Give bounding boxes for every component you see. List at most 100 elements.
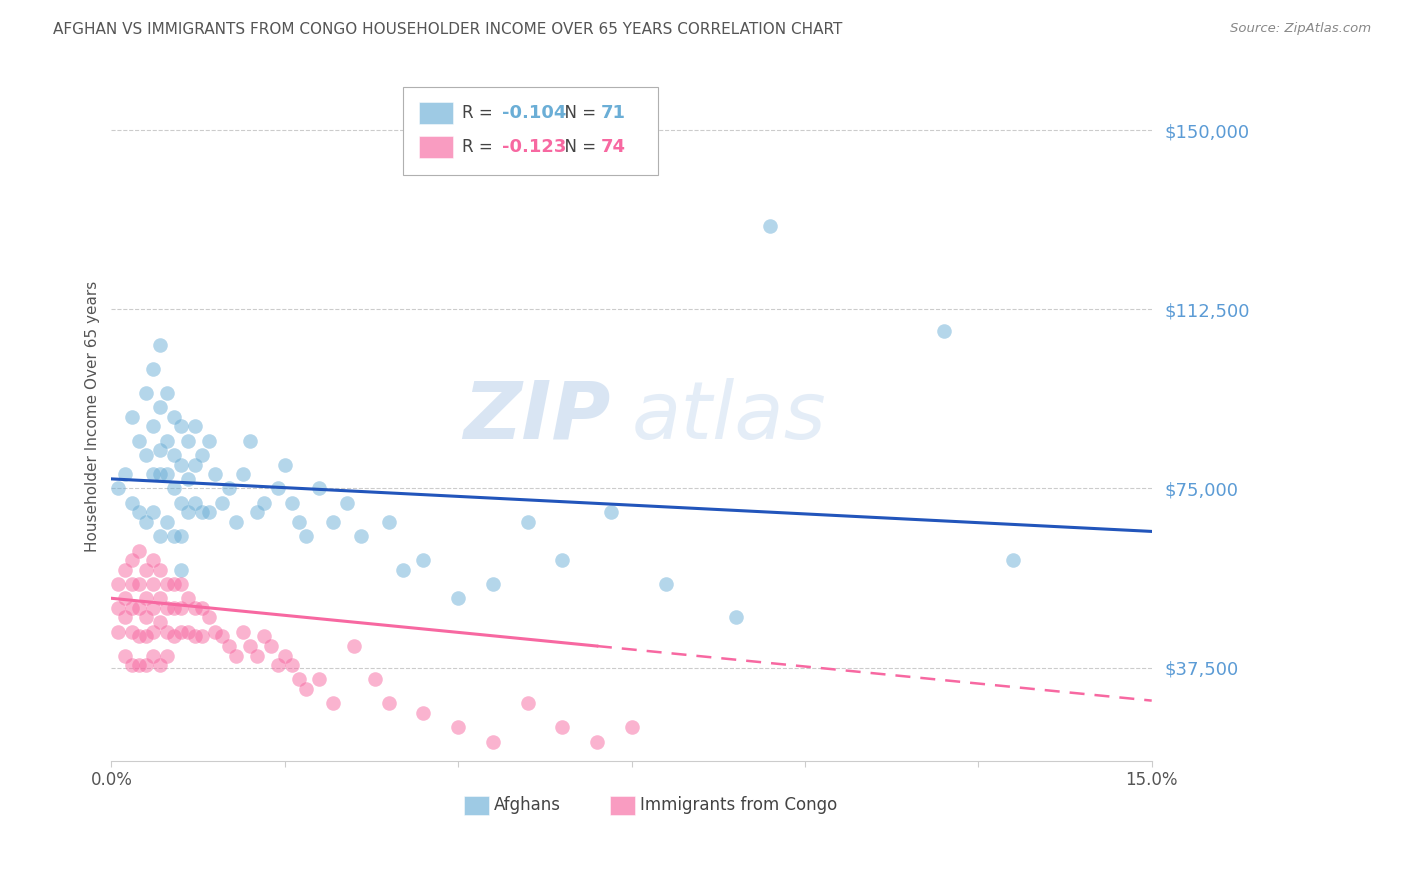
- Point: [516, 696, 538, 710]
- Point: [364, 673, 387, 687]
- Text: AFGHAN VS IMMIGRANTS FROM CONGO HOUSEHOLDER INCOME OVER 65 YEARS CORRELATION CHA: AFGHAN VS IMMIGRANTS FROM CONGO HOUSEHOL…: [53, 22, 842, 37]
- Point: [447, 591, 470, 606]
- FancyBboxPatch shape: [419, 102, 453, 124]
- Point: [246, 505, 269, 519]
- Point: [156, 600, 179, 615]
- Point: [412, 553, 434, 567]
- Point: [142, 467, 165, 482]
- Point: [724, 610, 747, 624]
- Point: [586, 734, 609, 748]
- Point: [239, 639, 262, 653]
- Point: [322, 696, 344, 710]
- Point: [183, 600, 205, 615]
- Point: [163, 529, 186, 543]
- Point: [163, 630, 186, 644]
- Point: [128, 577, 150, 591]
- Point: [135, 630, 157, 644]
- Point: [170, 624, 193, 639]
- Point: [246, 648, 269, 663]
- Point: [391, 563, 413, 577]
- Point: [232, 467, 254, 482]
- Point: [482, 734, 505, 748]
- Point: [142, 624, 165, 639]
- FancyBboxPatch shape: [464, 796, 489, 814]
- Point: [128, 505, 150, 519]
- Point: [183, 419, 205, 434]
- Point: [1001, 553, 1024, 567]
- Point: [274, 458, 297, 472]
- Point: [620, 720, 643, 734]
- Point: [121, 553, 143, 567]
- Point: [149, 615, 172, 629]
- Point: [163, 482, 186, 496]
- Point: [336, 496, 359, 510]
- Point: [170, 577, 193, 591]
- Point: [287, 515, 309, 529]
- Point: [294, 681, 316, 696]
- Point: [280, 658, 302, 673]
- Point: [253, 630, 276, 644]
- Point: [156, 577, 179, 591]
- FancyBboxPatch shape: [419, 136, 453, 158]
- Point: [121, 658, 143, 673]
- Point: [163, 448, 186, 462]
- Point: [170, 563, 193, 577]
- Point: [163, 409, 186, 424]
- Point: [190, 630, 212, 644]
- Point: [655, 577, 678, 591]
- Text: Immigrants from Congo: Immigrants from Congo: [640, 797, 837, 814]
- Point: [176, 472, 198, 486]
- Text: R =: R =: [463, 103, 498, 122]
- Text: -0.104: -0.104: [502, 103, 565, 122]
- Point: [156, 386, 179, 401]
- Text: -0.123: -0.123: [502, 137, 565, 155]
- Point: [135, 386, 157, 401]
- Point: [190, 505, 212, 519]
- Point: [267, 482, 290, 496]
- Point: [135, 515, 157, 529]
- Point: [128, 658, 150, 673]
- Point: [135, 591, 157, 606]
- Point: [149, 591, 172, 606]
- Point: [142, 362, 165, 376]
- Point: [211, 630, 233, 644]
- Text: ZIP: ZIP: [464, 378, 610, 456]
- Point: [308, 482, 330, 496]
- Point: [211, 496, 233, 510]
- Point: [274, 648, 297, 663]
- Point: [149, 658, 172, 673]
- Text: R =: R =: [463, 137, 498, 155]
- FancyBboxPatch shape: [402, 87, 658, 175]
- Point: [190, 600, 212, 615]
- Point: [218, 639, 240, 653]
- Point: [932, 324, 955, 338]
- Point: [308, 673, 330, 687]
- Point: [176, 505, 198, 519]
- Text: Afghans: Afghans: [495, 797, 561, 814]
- Point: [176, 624, 198, 639]
- Point: [149, 443, 172, 458]
- FancyBboxPatch shape: [610, 796, 634, 814]
- Point: [170, 496, 193, 510]
- Point: [599, 505, 621, 519]
- Point: [516, 515, 538, 529]
- Point: [114, 610, 136, 624]
- Point: [121, 496, 143, 510]
- Point: [121, 409, 143, 424]
- Point: [114, 591, 136, 606]
- Point: [197, 505, 219, 519]
- Point: [149, 529, 172, 543]
- Point: [287, 673, 309, 687]
- Point: [267, 658, 290, 673]
- Point: [107, 577, 129, 591]
- Point: [170, 529, 193, 543]
- Point: [183, 630, 205, 644]
- Point: [114, 563, 136, 577]
- Point: [156, 624, 179, 639]
- Point: [378, 515, 401, 529]
- Text: N =: N =: [554, 137, 600, 155]
- Point: [170, 458, 193, 472]
- Point: [232, 624, 254, 639]
- Text: 71: 71: [600, 103, 626, 122]
- Text: N =: N =: [554, 103, 600, 122]
